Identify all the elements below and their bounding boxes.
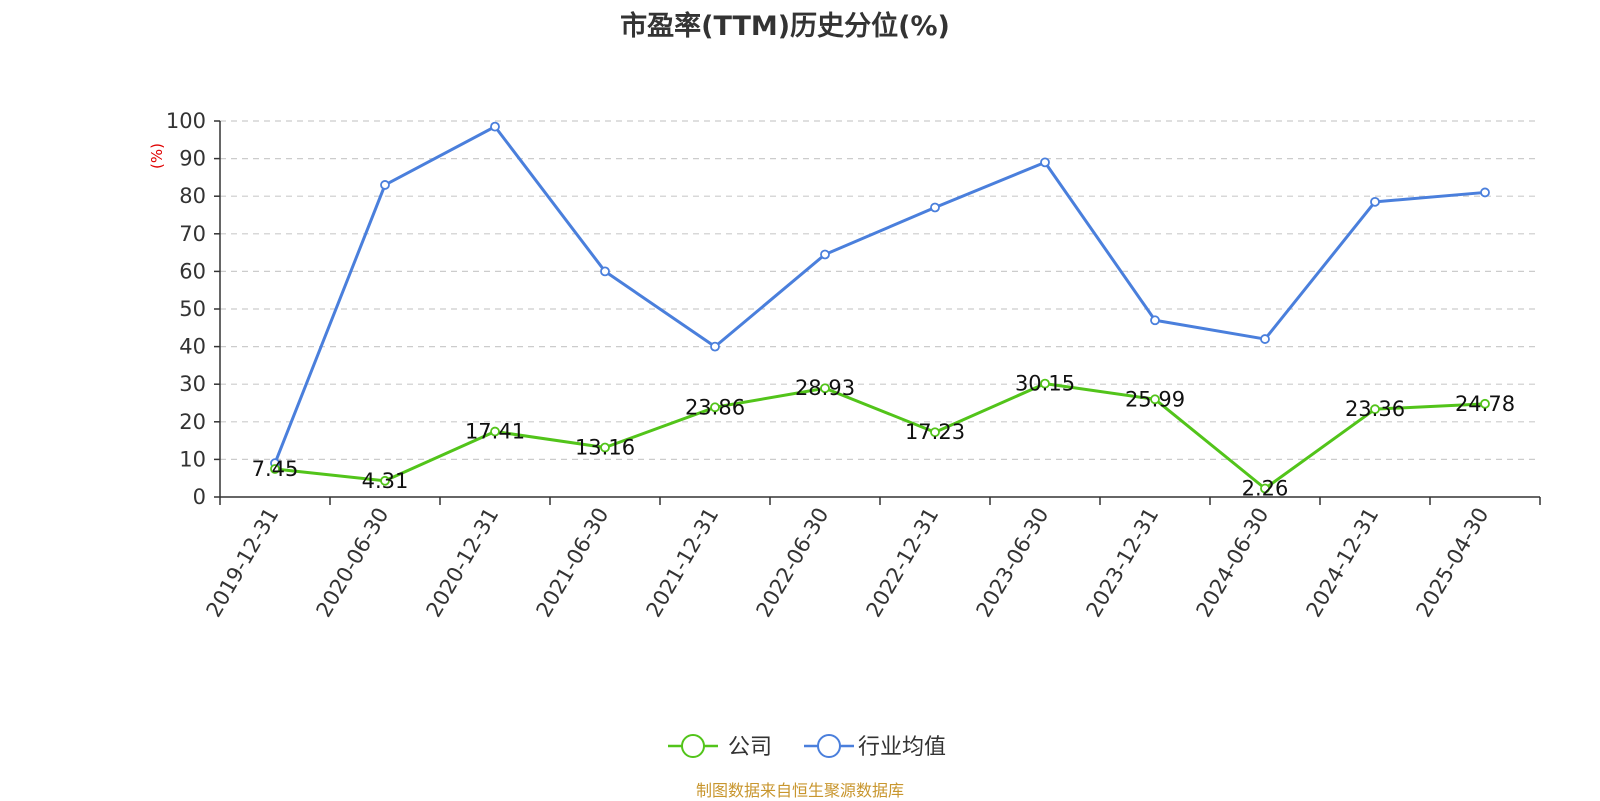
x-tick-label: 2024-06-30 bbox=[1192, 504, 1274, 622]
y-tick-label: 20 bbox=[179, 410, 206, 434]
data-point bbox=[1260, 483, 1270, 494]
data-point bbox=[710, 402, 720, 413]
source-note: 制图数据来自恒生聚源数据库 bbox=[695, 781, 904, 800]
data-point bbox=[930, 202, 940, 213]
x-tick-label: 2021-12-31 bbox=[642, 504, 724, 622]
data-point bbox=[490, 426, 500, 437]
data-point bbox=[600, 442, 610, 453]
x-tick-label: 2023-12-31 bbox=[1082, 504, 1164, 622]
data-label: 24.78 bbox=[1455, 392, 1515, 416]
data-point bbox=[1480, 398, 1490, 409]
x-tick-label: 2025-04-30 bbox=[1412, 504, 1494, 622]
chart-title: 市盈率(TTM)历史分位(%) bbox=[620, 11, 950, 42]
data-point bbox=[380, 180, 390, 190]
x-tick-label: 2024-12-31 bbox=[1302, 504, 1384, 622]
data-label: 4.31 bbox=[362, 469, 409, 493]
data-point bbox=[1260, 334, 1270, 344]
x-tick-label: 2019-12-31 bbox=[202, 504, 284, 622]
series-line-0 bbox=[274, 382, 1486, 491]
y-tick-label: 90 bbox=[179, 147, 206, 171]
y-tick-label: 50 bbox=[179, 297, 206, 321]
data-point bbox=[1370, 404, 1380, 415]
data-label: 17.41 bbox=[465, 420, 525, 444]
data-point bbox=[930, 427, 940, 438]
data-label: 17.23 bbox=[905, 420, 965, 444]
data-point bbox=[1040, 157, 1050, 168]
data-label: 28.93 bbox=[795, 376, 855, 400]
data-point bbox=[270, 464, 280, 474]
x-tick-label: 2022-12-31 bbox=[862, 504, 944, 622]
data-point bbox=[1150, 315, 1160, 326]
y-tick-label: 100 bbox=[166, 109, 206, 133]
series-line-1 bbox=[273, 125, 1486, 464]
y-tick-label: 70 bbox=[179, 222, 206, 246]
y-tick-label: 10 bbox=[179, 447, 206, 471]
data-point bbox=[380, 475, 390, 486]
data-point bbox=[1150, 394, 1160, 405]
legend-marker bbox=[681, 734, 705, 758]
legend-marker bbox=[817, 734, 841, 758]
data-point bbox=[820, 383, 830, 394]
data-label: 7.45 bbox=[252, 457, 299, 481]
data-label: 25.99 bbox=[1125, 387, 1185, 411]
data-point bbox=[1040, 378, 1050, 389]
y-tick-label: 0 bbox=[193, 485, 206, 509]
legend-label: 公司 bbox=[728, 735, 772, 760]
y-tick-label: 60 bbox=[179, 259, 206, 283]
data-label: 23.86 bbox=[685, 395, 745, 419]
data-point bbox=[600, 266, 610, 277]
x-tick-label: 2021-06-30 bbox=[532, 504, 614, 622]
data-point bbox=[820, 249, 830, 260]
y-tick-label: 80 bbox=[179, 184, 206, 208]
data-point bbox=[1370, 196, 1380, 207]
data-point bbox=[710, 341, 720, 352]
data-label: 30.15 bbox=[1015, 372, 1075, 396]
y-tick-label: 30 bbox=[179, 372, 206, 396]
data-label: 13.16 bbox=[575, 436, 635, 460]
y-axis-unit-label: (%) bbox=[148, 143, 166, 169]
x-tick-label: 2020-12-31 bbox=[422, 504, 504, 622]
data-point bbox=[1480, 187, 1490, 198]
data-label: 23.36 bbox=[1345, 397, 1405, 421]
data-label: 2.26 bbox=[1242, 477, 1289, 501]
y-tick-label: 40 bbox=[179, 335, 206, 359]
x-tick-label: 2023-06-30 bbox=[972, 504, 1054, 622]
x-tick-label: 2020-06-30 bbox=[312, 504, 394, 622]
data-point bbox=[490, 121, 500, 132]
x-tick-label: 2022-06-30 bbox=[752, 504, 834, 622]
legend-label: 行业均值 bbox=[858, 735, 946, 760]
